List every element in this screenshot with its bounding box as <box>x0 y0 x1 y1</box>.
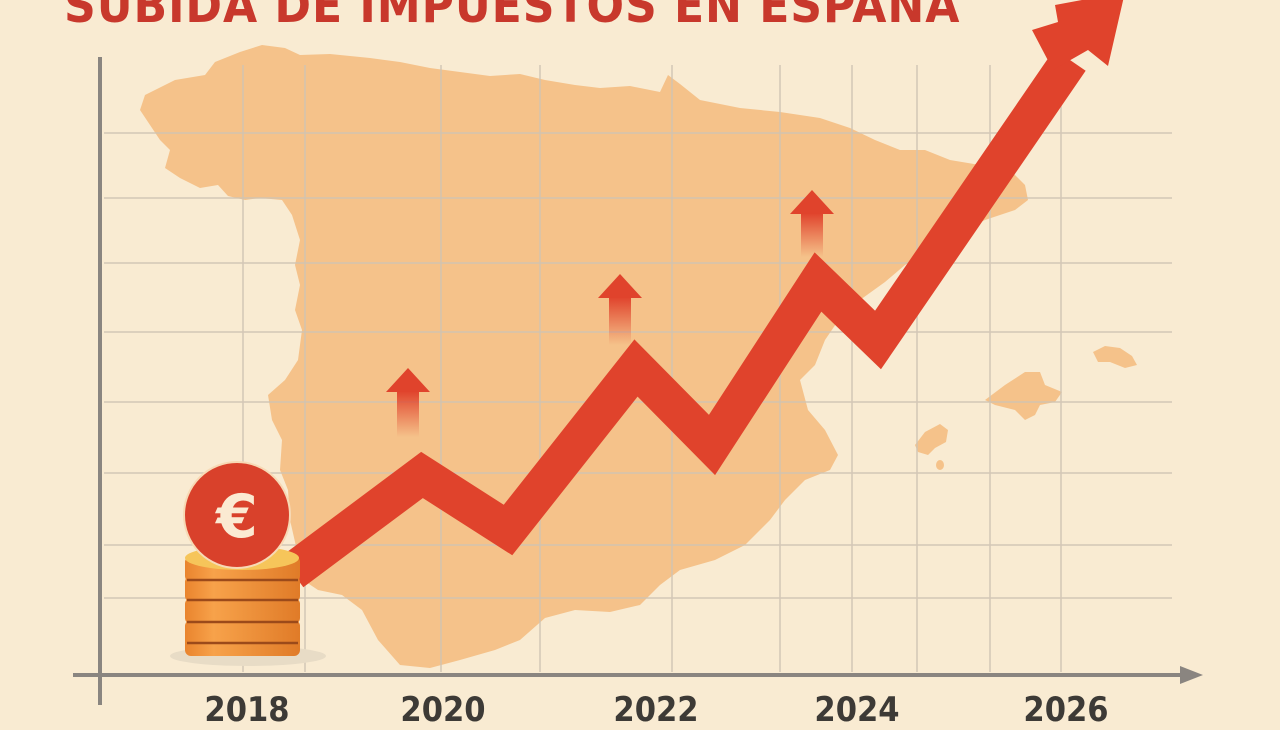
chart-title: SUBIDA DE IMPUESTOS EN ESPAÑA <box>64 0 961 34</box>
x-tick-2020: 2020 <box>400 690 486 730</box>
x-tick-2022: 2022 <box>613 690 699 730</box>
x-axis-arrow-icon <box>1180 666 1203 684</box>
up-arrow-icon <box>790 190 834 257</box>
euro-coin-icon: € <box>183 461 291 569</box>
euro-symbol: € <box>214 482 258 552</box>
trend-arrowhead-icon <box>1032 0 1124 70</box>
up-arrow-icon <box>386 368 430 437</box>
chart-axes <box>73 57 1203 705</box>
up-arrow-icon <box>598 274 642 345</box>
x-tick-2024: 2024 <box>814 690 900 730</box>
trend-line <box>280 0 1124 588</box>
x-tick-2018: 2018 <box>204 690 290 730</box>
x-tick-2026: 2026 <box>1023 690 1109 730</box>
